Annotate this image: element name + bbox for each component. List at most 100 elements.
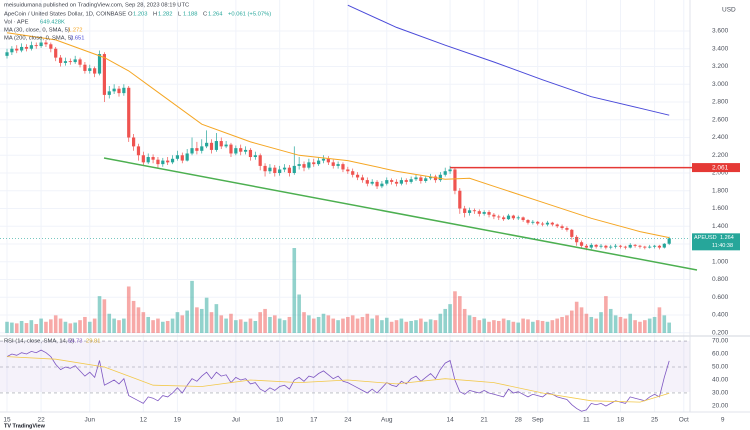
candle-body [467,210,472,213]
volume-bar [141,312,146,333]
y-tick-label: 0.200 [712,329,729,336]
candle-body [258,155,262,166]
volume-bar [229,313,233,333]
volume-bar [29,320,34,333]
candle-body [268,167,272,172]
candle-body [209,142,214,150]
volume-bar [438,313,443,333]
candle-body [594,244,598,247]
volume-bar [263,308,267,333]
volume-bar [326,315,331,333]
candle-body [346,169,350,172]
rsi-band [0,341,690,392]
candle-body [278,169,282,174]
volume-bar [253,320,258,333]
y-tick-label: 2.200 [712,152,729,159]
volume-bar [78,320,82,333]
volume-bar [156,318,160,333]
candle-body [365,180,369,184]
volume-bar [599,312,603,333]
volume-bar [234,320,238,333]
y-tick-label: 3.000 [712,81,729,88]
y-tick-label: 1.000 [712,258,729,265]
candle-body [5,52,9,56]
volume-bar [545,321,550,333]
volume-bar [482,318,486,333]
ma30-legend: MA (30, close, 0, SMA, 5) [4,28,70,34]
currency: USD [722,7,736,14]
volume-bar [92,318,97,333]
candle-body [239,148,243,152]
volume-bar [34,324,39,333]
candle-body [68,61,72,63]
candle-body [205,142,209,147]
candle-body [63,61,68,63]
volume-bar [199,308,204,333]
x-tick-label: 24 [344,417,352,424]
ohlc-value: 1.282 [158,12,173,18]
volume-bar [311,318,316,333]
rsi-legend: RSI (14, close, SMA, 14, 2) [4,339,74,345]
volume-bar [165,320,170,333]
symbol-title: ApeCoin / United States Dollar, 1D, COIN… [4,12,126,18]
ohlc-label: C [203,12,207,18]
volume-bar [399,318,404,333]
y-tick-label: 2.000 [712,170,729,177]
ohlc-value: 1.188 [183,12,198,18]
candle-body [224,144,228,147]
candle-body [39,42,43,47]
volume-bar [190,280,194,333]
candle-body [20,46,24,51]
candle-body [190,148,194,154]
volume-bar [126,286,131,333]
candle-body [667,238,671,244]
candle-body [321,158,326,161]
candle-body [234,148,238,154]
y-tick-label: 2.400 [712,134,729,141]
candle-body [317,160,321,165]
volume-bar [268,316,272,333]
volume-bar [73,322,77,333]
rsi-tick-label: 20.00 [712,403,729,410]
ohlc-value: 1.203 [133,12,148,18]
volume-bar [448,304,452,333]
volume-bar [623,318,628,333]
volume-bar [467,315,472,333]
volume-legend: Vol · APE [4,20,29,26]
candle-body [555,224,559,227]
candle-body [263,165,267,172]
candle-body [156,159,160,165]
candle-body [195,148,199,151]
volume-bar [87,321,92,333]
candle-body [49,44,53,49]
rsi-tick-label: 50.00 [712,364,729,371]
change-label: +0.061 (+5.07%) [228,12,271,18]
volume-bar [574,301,579,333]
candle-body [570,229,574,237]
volume-bar [170,318,175,333]
candle-body [307,162,311,168]
volume-bar [258,312,262,333]
candle-body [331,162,335,166]
volume-bar [550,320,555,333]
volume-bar [443,308,448,333]
volume-bar [584,313,589,333]
y-tick-label: 1.600 [712,205,729,212]
volume-bar [10,322,14,333]
volume-bar [375,315,379,333]
candle-body [579,242,584,246]
volume-bar [19,320,24,333]
candle-body [482,212,486,214]
volume-bar [565,315,569,333]
candle-body [545,222,550,225]
labels-layer: 3.600 3.400 3.200 3.000 2.800 2.600 2.400 2.200… [3,28,740,424]
x-tick-label: 10 [276,417,284,424]
candle-body [83,64,87,71]
price-layer [5,38,671,251]
x-tick-label: 17 [310,417,318,424]
candle-body [419,177,423,181]
candle-body [453,169,457,191]
volume-bar [97,296,102,333]
x-tick-label: 11 [583,417,590,424]
